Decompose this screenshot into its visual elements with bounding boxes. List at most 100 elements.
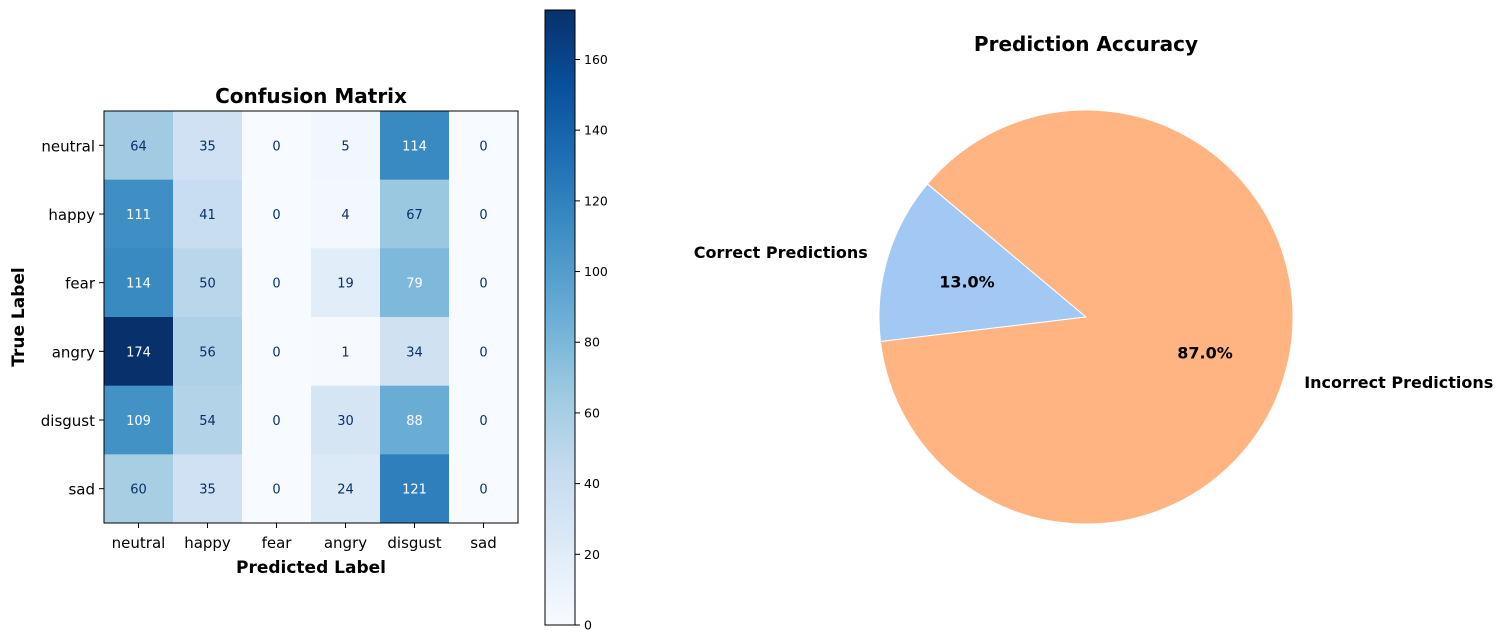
colorbar-ticks: 0 20 40 60 80 100 120 140 160 (575, 52, 608, 633)
cm-cell-label: 109 (126, 414, 151, 429)
cm-cell-label: 5 (341, 139, 349, 154)
cm-cell-label: 67 (406, 208, 423, 223)
cm-cell-label: 0 (272, 277, 280, 292)
pie-slice (879, 109, 1294, 525)
x-tick-label: disgust (387, 534, 441, 552)
cm-cell (311, 385, 381, 455)
cm-cell (380, 317, 450, 387)
cm-cell-label: 0 (479, 208, 487, 223)
y-axis-label: True Label (9, 267, 29, 367)
cm-cell (380, 179, 450, 249)
cm-cell (173, 248, 243, 318)
confusion-matrix-cells: 64 35 0 5 114 0 111 41 0 4 67 0 114 50 0 19 79 0 174 56 0 1 34… (104, 111, 519, 524)
cm-cell (380, 385, 450, 455)
cm-cell-label: 111 (126, 208, 151, 223)
cm-cell (173, 111, 243, 181)
cm-cell (104, 385, 174, 455)
colorbar-tick-label: 160 (584, 52, 608, 67)
cm-cell-label: 24 (337, 483, 354, 498)
cm-cell-label: 0 (272, 483, 280, 498)
cm-cell (449, 179, 519, 249)
cm-cell (242, 248, 312, 318)
cm-cell-label: 0 (479, 277, 487, 292)
cm-cell-label: 0 (479, 345, 487, 360)
cm-cell-label: 50 (199, 277, 216, 292)
cm-cell (173, 454, 243, 524)
y-tick-label: fear (65, 275, 96, 293)
colorbar: 0 20 40 60 80 100 120 140 160 (544, 9, 608, 633)
cm-cell-label: 60 (130, 483, 147, 498)
cm-cell (104, 111, 174, 181)
cm-cell (104, 317, 174, 387)
pie-slice-percentage: 13.0% (939, 273, 995, 292)
cm-cell (242, 454, 312, 524)
cm-cell (449, 111, 519, 181)
colorbar-tick-label: 120 (584, 193, 608, 208)
x-tick-label: happy (184, 534, 231, 552)
colorbar-tick-label: 40 (584, 476, 600, 491)
cm-cell-label: 0 (272, 208, 280, 223)
cm-cell-label: 54 (199, 414, 216, 429)
confusion-matrix-title: Confusion Matrix (215, 84, 407, 108)
cm-cell (311, 111, 381, 181)
confusion-matrix-frame (103, 110, 519, 524)
y-tick-label: neutral (41, 137, 95, 155)
pie-chart-title: Prediction Accuracy (974, 32, 1198, 56)
cm-cell (449, 454, 519, 524)
cm-cell (242, 179, 312, 249)
cm-cell (449, 317, 519, 387)
cm-cell (242, 385, 312, 455)
confusion-matrix-panel: Confusion Matrix 64 35 0 5 114 0 111 41 0 4 67 0 114… (9, 84, 519, 578)
y-tick-label: angry (52, 343, 95, 361)
cm-cell-label: 19 (337, 277, 354, 292)
colorbar-tick-label: 140 (584, 123, 608, 138)
x-tick-label: fear (262, 534, 293, 552)
confusion-matrix-y-ticks: neutral happy fear angry disgust sad (41, 137, 104, 499)
pie-slice-label: Correct Predictions (694, 243, 868, 262)
cm-cell-label: 41 (199, 208, 216, 223)
cm-cell (242, 317, 312, 387)
colorbar-gradient (544, 9, 576, 626)
pie-slice (878, 183, 1088, 343)
cm-cell (104, 179, 174, 249)
cm-cell (104, 248, 174, 318)
cm-cell-label: 0 (272, 345, 280, 360)
cm-cell (311, 454, 381, 524)
cm-cell-label: 174 (126, 345, 151, 360)
colorbar-tick-label: 60 (584, 405, 600, 420)
x-axis-label: Predicted Label (236, 558, 386, 578)
cm-cell-label: 1 (341, 345, 349, 360)
x-tick-label: sad (470, 534, 497, 552)
cm-cell-label: 64 (130, 139, 147, 154)
confusion-matrix-x-ticks: neutral happy fear angry disgust sad (112, 523, 497, 552)
cm-cell (311, 317, 381, 387)
x-tick-label: neutral (112, 534, 166, 552)
pie-labels: Correct Predictions 13.0% Incorrect Predic… (694, 243, 1494, 392)
pie-chart-panel: Prediction Accuracy Correct Predictions 1… (694, 32, 1494, 525)
cm-cell (449, 248, 519, 318)
pie-slice-percentage: 87.0% (1177, 343, 1233, 362)
colorbar-tick-label: 100 (584, 264, 608, 279)
cm-cell-label: 35 (199, 483, 216, 498)
y-tick-label: happy (48, 206, 95, 224)
x-tick-label: angry (324, 534, 367, 552)
cm-cell (311, 248, 381, 318)
y-tick-label: sad (68, 481, 95, 499)
cm-cell-label: 4 (341, 208, 349, 223)
cm-cell (173, 385, 243, 455)
cm-cell-label: 35 (199, 139, 216, 154)
cm-cell (173, 179, 243, 249)
cm-cell-label: 0 (479, 414, 487, 429)
cm-cell-label: 0 (272, 139, 280, 154)
colorbar-tick-label: 0 (584, 618, 592, 633)
cm-cell (311, 179, 381, 249)
colorbar-tick-label: 20 (584, 547, 600, 562)
cm-cell-label: 56 (199, 345, 216, 360)
cm-cell-label: 79 (406, 277, 423, 292)
y-tick-label: disgust (41, 412, 95, 430)
cm-cell (173, 317, 243, 387)
pie-slices (878, 109, 1294, 525)
cm-cell-label: 114 (402, 139, 427, 154)
cm-cell-label: 121 (402, 483, 427, 498)
